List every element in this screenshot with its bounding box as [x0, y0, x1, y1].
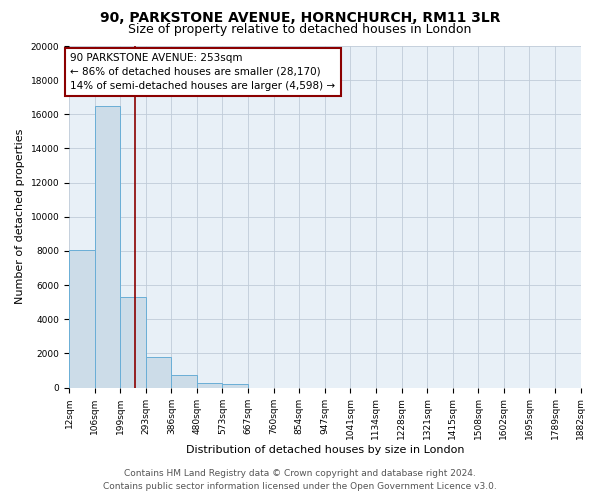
Y-axis label: Number of detached properties: Number of detached properties	[15, 129, 25, 304]
Bar	[223, 384, 248, 388]
Text: Contains HM Land Registry data © Crown copyright and database right 2024.
Contai: Contains HM Land Registry data © Crown c…	[103, 470, 497, 491]
Text: 90, PARKSTONE AVENUE, HORNCHURCH, RM11 3LR: 90, PARKSTONE AVENUE, HORNCHURCH, RM11 3…	[100, 11, 500, 25]
X-axis label: Distribution of detached houses by size in London: Distribution of detached houses by size …	[185, 445, 464, 455]
Bar	[120, 297, 146, 388]
Text: 90 PARKSTONE AVENUE: 253sqm
← 86% of detached houses are smaller (28,170)
14% of: 90 PARKSTONE AVENUE: 253sqm ← 86% of det…	[70, 53, 335, 91]
Bar	[69, 250, 95, 388]
Bar	[95, 106, 120, 388]
Bar	[172, 375, 197, 388]
Bar	[197, 384, 223, 388]
Text: Size of property relative to detached houses in London: Size of property relative to detached ho…	[128, 22, 472, 36]
Bar	[146, 357, 172, 388]
